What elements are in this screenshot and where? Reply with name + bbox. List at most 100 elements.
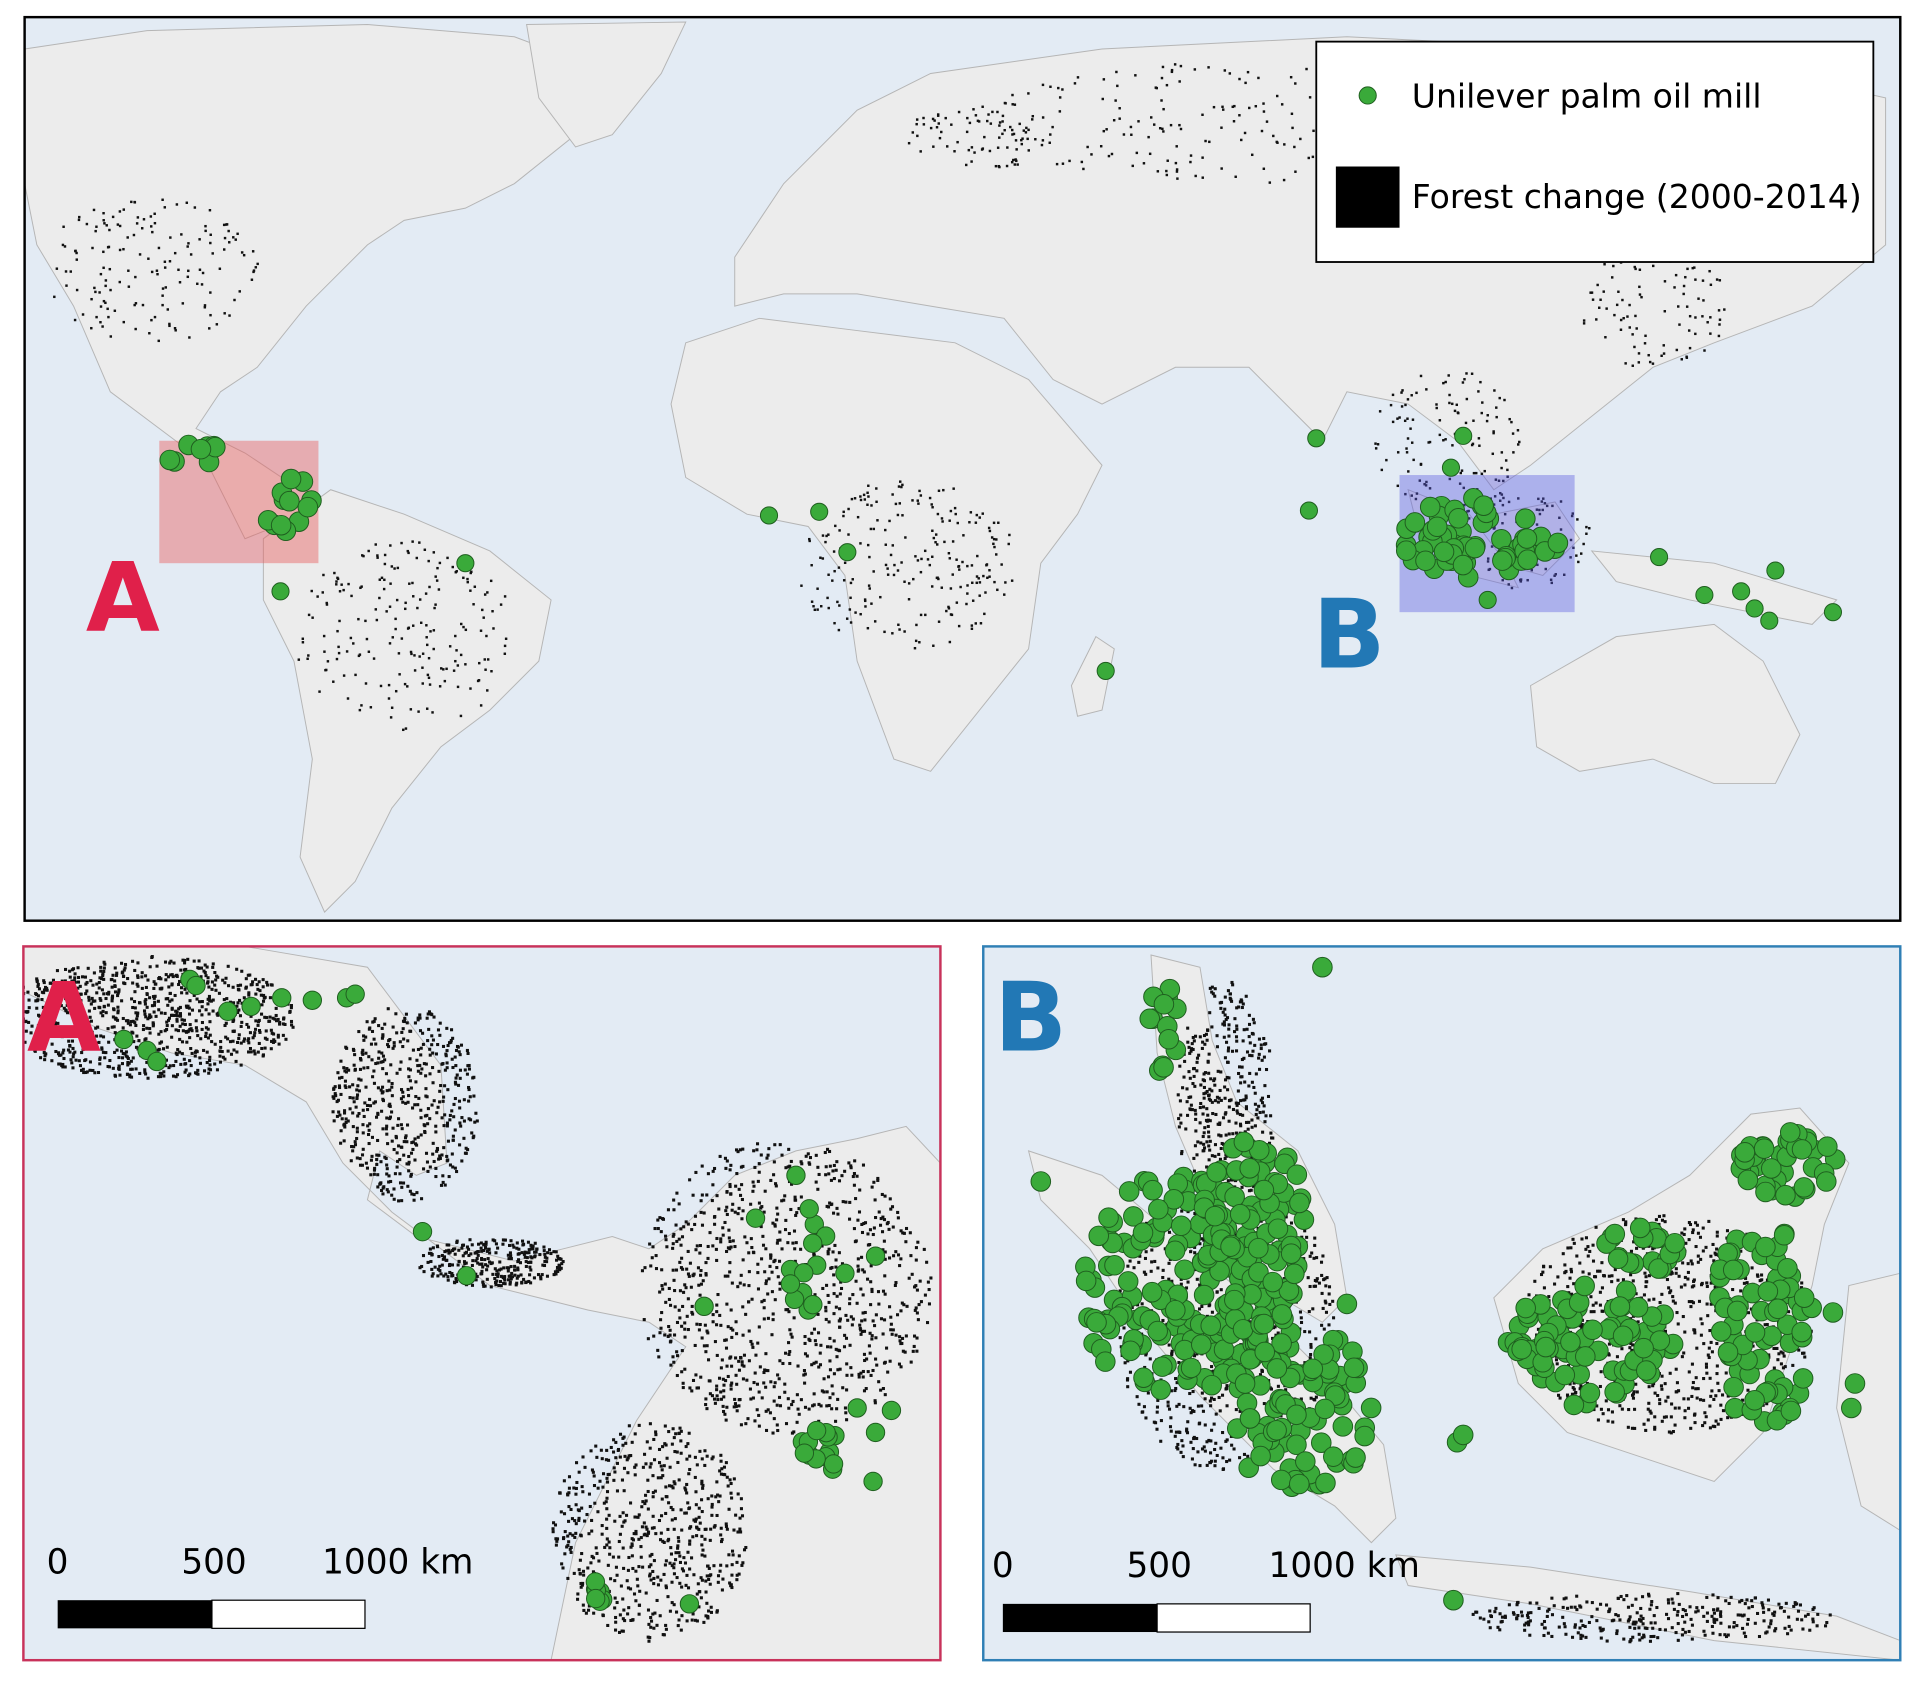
forest-pixel xyxy=(1701,279,1705,282)
forest-pixel xyxy=(1435,406,1438,410)
forest-pixel xyxy=(97,1040,101,1044)
forest-pixel xyxy=(167,1018,171,1022)
forest-pixel xyxy=(859,1328,863,1332)
forest-pixel xyxy=(940,517,944,520)
forest-pixel xyxy=(958,568,961,571)
forest-pixel xyxy=(631,1618,635,1622)
forest-pixel xyxy=(751,1345,755,1349)
forest-pixel xyxy=(816,608,819,611)
forest-pixel xyxy=(180,1052,184,1056)
mills xyxy=(114,969,902,1614)
forest-pixel xyxy=(810,563,813,567)
forest-pixel xyxy=(646,1608,651,1612)
forest-pixel xyxy=(202,969,206,973)
forest-pixel xyxy=(358,1157,362,1161)
forest-pixel xyxy=(1005,164,1009,168)
forest-pixel xyxy=(1688,314,1692,318)
forest-pixel xyxy=(130,997,134,1001)
forest-pixel xyxy=(480,1272,484,1276)
forest-pixel xyxy=(84,1015,88,1019)
forest-pixel xyxy=(750,1342,754,1346)
forest-pixel xyxy=(1411,418,1415,421)
forest-pixel xyxy=(714,1247,718,1251)
forest-pixel xyxy=(914,639,918,643)
forest-pixel xyxy=(202,1069,207,1073)
forest-pixel xyxy=(98,1056,102,1060)
forest-pixel xyxy=(918,641,921,644)
forest-pixel xyxy=(990,536,994,539)
forest-pixel xyxy=(379,1060,383,1064)
forest-pixel xyxy=(725,1190,729,1194)
forest-pixel xyxy=(325,668,328,672)
forest-pixel xyxy=(452,1102,456,1106)
forest-pixel xyxy=(613,1596,617,1600)
forest-pixel xyxy=(446,1088,450,1092)
forest-pixel xyxy=(857,1375,861,1379)
forest-pixel xyxy=(1478,444,1481,447)
forest-pixel xyxy=(766,1153,770,1157)
forest-pixel xyxy=(722,1383,726,1387)
forest-pixel xyxy=(118,210,122,213)
forest-pixel xyxy=(400,637,404,640)
forest-pixel xyxy=(131,1005,135,1010)
australia xyxy=(1530,623,1801,785)
forest-pixel xyxy=(407,1169,411,1173)
forest-pixel xyxy=(376,1061,380,1065)
forest-pixel xyxy=(159,1030,163,1034)
forest-pixel xyxy=(669,1546,673,1550)
forest-pixel xyxy=(1487,557,1490,560)
forest-pixel xyxy=(423,548,427,551)
forest-pixel xyxy=(1246,1454,1250,1458)
forest-pixel xyxy=(567,1540,571,1544)
forest-pixel xyxy=(216,975,220,979)
forest-pixel xyxy=(463,1151,467,1155)
forest-pixel xyxy=(592,1611,596,1615)
forest-pixel xyxy=(684,1286,688,1290)
forest-pixel xyxy=(1460,469,1464,472)
forest-pixel xyxy=(1018,122,1021,126)
forest-pixel xyxy=(522,1277,526,1281)
forest-pixel xyxy=(1322,1327,1326,1331)
forest-pixel xyxy=(115,1048,119,1052)
forest-pixel xyxy=(844,1411,848,1415)
forest-pixel xyxy=(683,1486,687,1490)
forest-pixel xyxy=(1702,299,1705,302)
forest-pixel xyxy=(787,1147,791,1151)
forest-pixel xyxy=(889,1328,893,1332)
forest-pixel xyxy=(786,1165,790,1169)
forest-pixel xyxy=(844,1200,848,1204)
forest-pixel xyxy=(183,1022,187,1027)
forest-pixel xyxy=(141,303,145,307)
forest-pixel xyxy=(357,654,361,658)
forest-pixel xyxy=(1585,525,1588,529)
forest-pixel xyxy=(1309,1353,1313,1357)
mill xyxy=(1448,507,1469,529)
forest-pixel xyxy=(367,1128,371,1132)
forest-pixel xyxy=(952,487,955,490)
mill xyxy=(412,1222,433,1242)
forest-pixel xyxy=(762,1298,766,1302)
forest-pixel xyxy=(882,1361,886,1365)
mill xyxy=(280,468,302,490)
forest-pixel xyxy=(467,1117,471,1121)
forest-pixel xyxy=(654,1267,659,1271)
forest-pixel xyxy=(219,1040,223,1044)
forest-pixel xyxy=(321,591,324,594)
forest-pixel xyxy=(346,1119,350,1123)
forest-pixel xyxy=(543,1252,547,1256)
forest-pixel xyxy=(955,601,959,604)
forest-pixel xyxy=(1576,518,1579,521)
forest-pixel xyxy=(652,1576,656,1580)
forest-pixel xyxy=(534,1250,538,1254)
forest-pixel xyxy=(499,1274,503,1278)
forest-pixel xyxy=(710,1513,714,1517)
forest-pixel xyxy=(440,1263,444,1267)
forest-pixel xyxy=(174,1009,178,1013)
forest-pixel xyxy=(850,1323,854,1327)
forest-pixel xyxy=(838,1325,842,1329)
forest-pixel xyxy=(799,1195,803,1199)
forest-pixel xyxy=(824,540,827,544)
forest-pixel xyxy=(238,1014,242,1018)
forest-pixel xyxy=(915,1311,919,1315)
forest-pixel xyxy=(894,1333,898,1337)
